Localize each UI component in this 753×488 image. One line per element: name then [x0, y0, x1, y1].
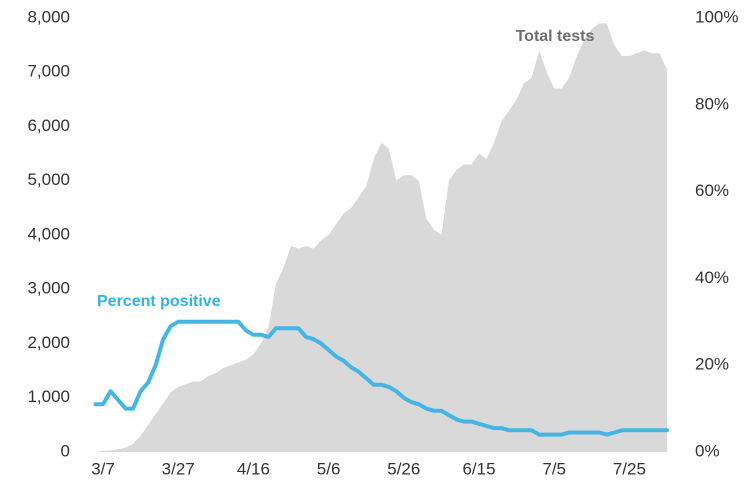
y2-tick-label: 80% [695, 94, 729, 113]
line [93, 319, 669, 437]
series-label: Percent positive [97, 293, 221, 310]
x-tick-label: 7/25 [613, 459, 646, 478]
y-tick-label: 5,000 [27, 170, 70, 189]
y2-tick-label: 100% [695, 7, 738, 26]
y-tick-label: 3,000 [27, 279, 70, 298]
area [95, 23, 667, 453]
x-tick-label: 5/6 [317, 459, 341, 478]
x-tick-label: 4/16 [237, 459, 270, 478]
y-tick-label: 7,000 [27, 62, 70, 81]
x-tick-label: 7/5 [542, 459, 566, 478]
y-tick-label: 6,000 [27, 116, 70, 135]
y2-tick-label: 60% [695, 181, 729, 200]
y-tick-label: 2,000 [27, 333, 70, 352]
y-tick-label: 4,000 [27, 224, 70, 243]
y2-tick-label: 0% [695, 441, 720, 460]
y2-tick-label: 40% [695, 268, 729, 287]
x-tick-label: 3/27 [162, 459, 195, 478]
y2-tick-label: 20% [695, 355, 729, 374]
y-tick-label: 0 [61, 441, 70, 460]
x-tick-label: 3/7 [91, 459, 115, 478]
x-tick-label: 6/15 [462, 459, 495, 478]
series-label: Total tests [516, 28, 595, 45]
y-tick-label: 8,000 [27, 7, 70, 26]
y-tick-label: 1,000 [27, 387, 70, 406]
x-tick-label: 5/26 [387, 459, 420, 478]
